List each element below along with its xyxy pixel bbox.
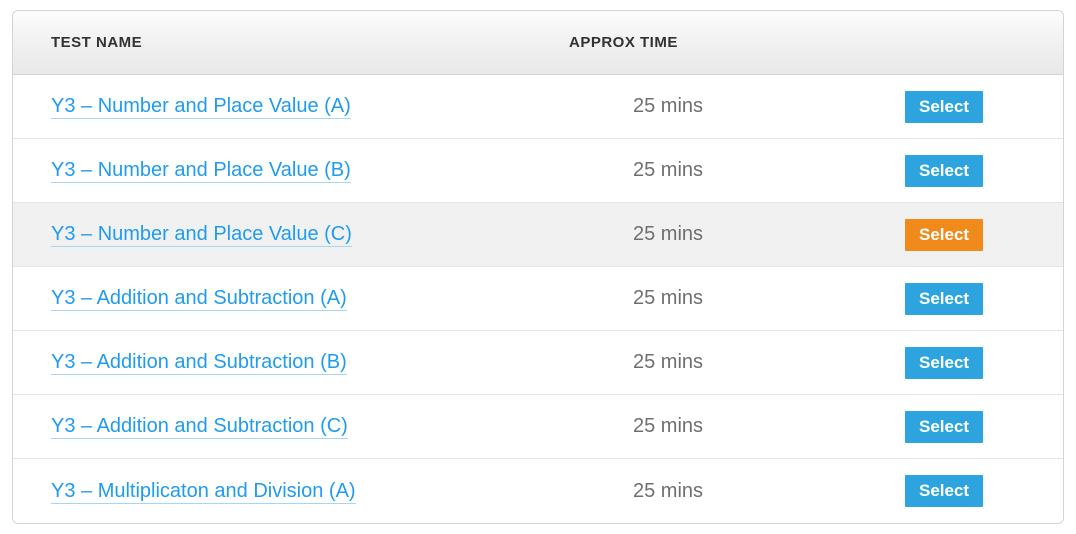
test-name-cell: Y3 – Addition and Subtraction (A) [13,287,569,310]
test-link[interactable]: Y3 – Number and Place Value (B) [51,159,351,183]
select-button[interactable]: Select [905,411,983,443]
table-row: Y3 – Number and Place Value (B) 25 mins Se… [13,139,1063,203]
approx-time-cell: 25 mins [569,351,869,374]
table-row: Y3 – Multiplicaton and Division (A) 25 mi… [13,459,1063,523]
action-cell: Select [869,347,1063,379]
test-link[interactable]: Y3 – Multiplicaton and Division (A) [51,480,356,504]
test-name-cell: Y3 – Number and Place Value (A) [13,95,569,118]
column-header-test-name: TEST NAME [13,11,569,74]
test-name-cell: Y3 – Multiplicaton and Division (A) [13,480,569,503]
approx-time-cell: 25 mins [569,287,869,310]
action-cell: Select [869,219,1063,251]
approx-time-cell: 25 mins [569,415,869,438]
action-cell: Select [869,475,1063,507]
test-link[interactable]: Y3 – Addition and Subtraction (A) [51,287,347,311]
select-button[interactable]: Select [905,347,983,379]
action-cell: Select [869,283,1063,315]
approx-time-cell: 25 mins [569,159,869,182]
select-button[interactable]: Select [905,91,983,123]
test-link[interactable]: Y3 – Number and Place Value (A) [51,95,351,119]
action-cell: Select [869,91,1063,123]
action-cell: Select [869,155,1063,187]
test-link[interactable]: Y3 – Addition and Subtraction (B) [51,351,347,375]
table-row: Y3 – Number and Place Value (C) 25 mins Se… [13,203,1063,267]
approx-time-cell: 25 mins [569,223,869,246]
test-name-cell: Y3 – Addition and Subtraction (C) [13,415,569,438]
table-body: Y3 – Number and Place Value (A) 25 mins Se… [13,75,1063,523]
test-link[interactable]: Y3 – Number and Place Value (C) [51,223,352,247]
column-header-approx-time: APPROX TIME [569,11,869,74]
test-name-cell: Y3 – Number and Place Value (B) [13,159,569,182]
test-link[interactable]: Y3 – Addition and Subtraction (C) [51,415,348,439]
approx-time-cell: 25 mins [569,95,869,118]
approx-time-cell: 25 mins [569,480,869,503]
tests-table: TEST NAME APPROX TIME Y3 – Number and Pl… [12,10,1064,524]
select-button[interactable]: Select [905,475,983,507]
table-row: Y3 – Addition and Subtraction (A) 25 mins… [13,267,1063,331]
select-button[interactable]: Select [905,283,983,315]
table-row: Y3 – Number and Place Value (A) 25 mins Se… [13,75,1063,139]
action-cell: Select [869,411,1063,443]
test-name-cell: Y3 – Number and Place Value (C) [13,223,569,246]
select-button[interactable]: Select [905,155,983,187]
table-row: Y3 – Addition and Subtraction (B) 25 mins… [13,331,1063,395]
select-button[interactable]: Select [905,219,983,251]
table-row: Y3 – Addition and Subtraction (C) 25 mins… [13,395,1063,459]
test-name-cell: Y3 – Addition and Subtraction (B) [13,351,569,374]
table-header: TEST NAME APPROX TIME [13,11,1063,75]
